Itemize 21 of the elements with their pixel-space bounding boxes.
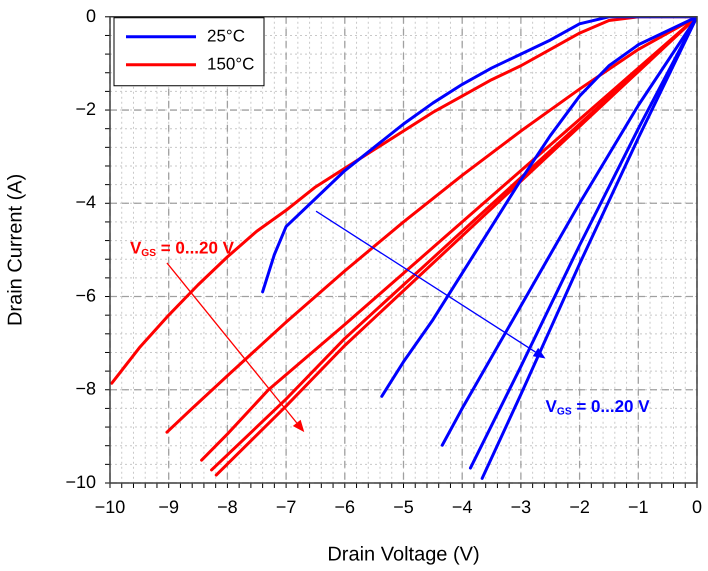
y-tick-label: −6 xyxy=(75,285,96,306)
x-tick-label: −1 xyxy=(628,496,649,517)
y-tick-label: −8 xyxy=(75,378,96,399)
x-tick-label: −9 xyxy=(158,496,179,517)
x-tick-label: −10 xyxy=(94,496,126,517)
x-axis-title: Drain Voltage (V) xyxy=(327,544,480,566)
legend-label: 25°C xyxy=(207,26,245,46)
x-tick-label: −4 xyxy=(452,496,472,517)
x-tick-label: −2 xyxy=(569,496,590,517)
y-tick-label: 0 xyxy=(86,6,96,26)
x-tick-label: −5 xyxy=(393,496,414,517)
x-tick-label: −3 xyxy=(510,496,532,517)
x-tick-label: −8 xyxy=(217,496,238,517)
y-tick-label: −10 xyxy=(65,472,96,492)
x-tick-label: −6 xyxy=(334,496,356,517)
y-axis-title: Drain Current (A) xyxy=(4,174,27,326)
y-tick-label: −2 xyxy=(75,99,96,120)
legend-label: 150°C xyxy=(207,54,254,74)
x-tick-label: 0 xyxy=(692,496,702,517)
x-tick-label: −7 xyxy=(276,496,296,517)
y-tick-label: −4 xyxy=(75,192,96,212)
